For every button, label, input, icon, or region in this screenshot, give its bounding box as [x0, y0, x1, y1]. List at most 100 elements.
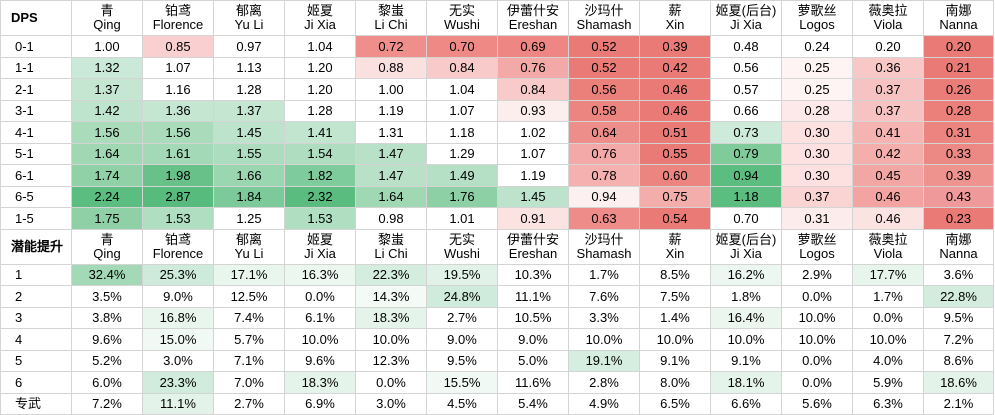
table-cell[interactable]: 0.41 — [852, 121, 924, 144]
table-cell[interactable]: 18.3% — [284, 371, 356, 394]
table-cell[interactable]: 0.30 — [781, 121, 853, 144]
table-cell[interactable]: 1.47 — [355, 164, 427, 187]
table-cell[interactable]: 1.41 — [284, 121, 356, 144]
table-cell[interactable]: 1.02 — [497, 121, 569, 144]
table-cell[interactable]: 16.4% — [710, 306, 782, 329]
table-cell[interactable]: 1.66 — [213, 164, 285, 187]
table-cell[interactable]: 2.87 — [142, 185, 214, 208]
table-cell[interactable]: 5.4% — [497, 392, 569, 415]
table-cell[interactable]: 0.46 — [639, 78, 711, 101]
table-cell[interactable]: 1.56 — [142, 121, 214, 144]
table-cell[interactable]: 14.3% — [355, 285, 427, 308]
table-cell[interactable]: 0.39 — [923, 164, 994, 187]
table-cell[interactable]: 1.84 — [213, 185, 285, 208]
table-cell[interactable]: 32.4% — [71, 263, 143, 286]
table-cell[interactable]: 6.1% — [284, 306, 356, 329]
table-cell[interactable]: 6.6% — [710, 392, 782, 415]
potential-column-header[interactable]: 郁离 Yu Li — [213, 228, 285, 265]
table-cell[interactable]: 7.6% — [568, 285, 640, 308]
table-cell[interactable]: 11.1% — [497, 285, 569, 308]
table-cell[interactable]: 10.5% — [497, 306, 569, 329]
table-cell[interactable]: 1.07 — [142, 56, 214, 79]
table-cell[interactable]: 6.0% — [71, 371, 143, 394]
table-cell[interactable]: 16.3% — [284, 263, 356, 286]
table-cell[interactable]: 0.75 — [639, 185, 711, 208]
table-cell[interactable]: 1.45 — [497, 185, 569, 208]
table-cell[interactable]: 16.8% — [142, 306, 214, 329]
table-cell[interactable]: 1.8% — [710, 285, 782, 308]
table-cell[interactable]: 0.60 — [639, 164, 711, 187]
table-cell[interactable]: 23.3% — [142, 371, 214, 394]
table-cell[interactable]: 0.58 — [568, 99, 640, 122]
dps-column-header[interactable]: 伊蕾什安 Ereshan — [497, 0, 569, 36]
table-cell[interactable]: 0.42 — [852, 142, 924, 165]
table-cell[interactable]: 1.55 — [213, 142, 285, 165]
table-cell[interactable]: 0.0% — [284, 285, 356, 308]
table-cell[interactable]: 9.6% — [71, 328, 143, 351]
table-cell[interactable]: 0.39 — [639, 35, 711, 58]
table-cell[interactable]: 0.64 — [568, 121, 640, 144]
table-cell[interactable]: 9.0% — [426, 328, 498, 351]
table-cell[interactable]: 2.8% — [568, 371, 640, 394]
table-cell[interactable]: 0.45 — [852, 164, 924, 187]
table-cell[interactable]: 1.56 — [71, 121, 143, 144]
table-cell[interactable]: 0.56 — [568, 78, 640, 101]
table-cell[interactable]: 10.0% — [355, 328, 427, 351]
table-cell[interactable]: 5.7% — [213, 328, 285, 351]
table-cell[interactable]: 18.1% — [710, 371, 782, 394]
table-cell[interactable]: 1.36 — [142, 99, 214, 122]
table-cell[interactable]: 5.2% — [71, 349, 143, 372]
table-cell[interactable]: 0.20 — [852, 35, 924, 58]
table-cell[interactable]: 1.31 — [355, 121, 427, 144]
table-cell[interactable]: 0.94 — [568, 185, 640, 208]
row-label[interactable]: 1 — [0, 263, 72, 286]
table-cell[interactable]: 11.6% — [497, 371, 569, 394]
potential-column-header[interactable]: 黎蚩 Li Chi — [355, 228, 427, 265]
table-cell[interactable]: 1.20 — [284, 56, 356, 79]
potential-corner-label[interactable]: 潜能提升 — [0, 228, 72, 265]
table-cell[interactable]: 0.31 — [923, 121, 994, 144]
table-cell[interactable]: 1.7% — [568, 263, 640, 286]
table-cell[interactable]: 0.57 — [710, 78, 782, 101]
table-cell[interactable]: 18.6% — [923, 371, 994, 394]
table-cell[interactable]: 0.24 — [781, 35, 853, 58]
table-cell[interactable]: 0.42 — [639, 56, 711, 79]
table-cell[interactable]: 1.7% — [852, 285, 924, 308]
table-cell[interactable]: 18.3% — [355, 306, 427, 329]
table-cell[interactable]: 1.47 — [355, 142, 427, 165]
table-cell[interactable]: 0.30 — [781, 164, 853, 187]
row-label[interactable]: 5-1 — [0, 142, 72, 165]
potential-column-header[interactable]: 姬夏(后台) Ji Xia — [710, 228, 782, 265]
potential-column-header[interactable]: 无实 Wushi — [426, 228, 498, 265]
table-cell[interactable]: 19.1% — [568, 349, 640, 372]
table-cell[interactable]: 17.1% — [213, 263, 285, 286]
table-cell[interactable]: 7.1% — [213, 349, 285, 372]
dps-column-header[interactable]: 无实 Wushi — [426, 0, 498, 36]
table-cell[interactable]: 0.33 — [923, 142, 994, 165]
table-cell[interactable]: 12.3% — [355, 349, 427, 372]
table-cell[interactable]: 8.0% — [639, 371, 711, 394]
table-cell[interactable]: 0.73 — [710, 121, 782, 144]
table-cell[interactable]: 0.20 — [923, 35, 994, 58]
table-cell[interactable]: 0.63 — [568, 207, 640, 230]
table-cell[interactable]: 2.7% — [426, 306, 498, 329]
row-label[interactable]: 1-5 — [0, 207, 72, 230]
table-cell[interactable]: 0.23 — [923, 207, 994, 230]
table-cell[interactable]: 9.1% — [639, 349, 711, 372]
potential-column-header[interactable]: 薇奥拉 Viola — [852, 228, 924, 265]
table-cell[interactable]: 1.53 — [142, 207, 214, 230]
row-label[interactable]: 2-1 — [0, 78, 72, 101]
row-label[interactable]: 5 — [0, 349, 72, 372]
row-label[interactable]: 2 — [0, 285, 72, 308]
table-cell[interactable]: 2.32 — [284, 185, 356, 208]
table-cell[interactable]: 22.3% — [355, 263, 427, 286]
table-cell[interactable]: 7.4% — [213, 306, 285, 329]
table-cell[interactable]: 6.5% — [639, 392, 711, 415]
table-cell[interactable]: 1.74 — [71, 164, 143, 187]
table-cell[interactable]: 1.4% — [639, 306, 711, 329]
table-cell[interactable]: 0.0% — [355, 371, 427, 394]
table-cell[interactable]: 0.72 — [355, 35, 427, 58]
potential-column-header[interactable]: 铂鸢 Florence — [142, 228, 214, 265]
table-cell[interactable]: 0.91 — [497, 207, 569, 230]
table-cell[interactable]: 0.93 — [497, 99, 569, 122]
